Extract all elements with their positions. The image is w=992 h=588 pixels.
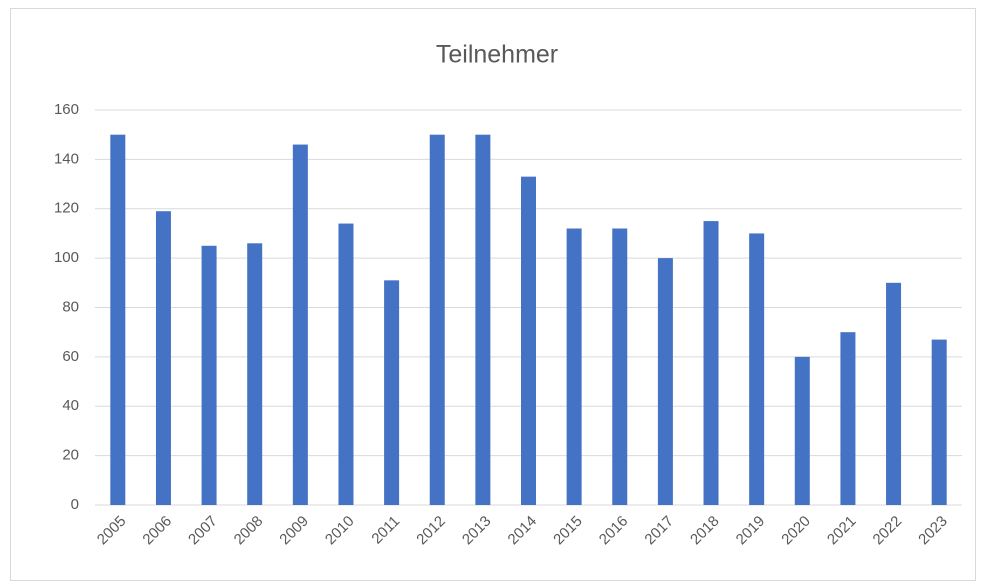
y-tick-label: 20 [62,447,79,464]
bar [566,228,582,505]
bar [110,134,126,505]
y-tick-label: 160 [54,101,79,118]
y-tick-label: 100 [54,249,79,266]
bar [612,228,628,505]
y-tick-label: 120 [54,200,79,217]
bar [429,134,445,505]
y-tick-label: 0 [71,496,79,513]
bar [521,176,536,505]
chart-border [10,8,976,581]
y-tick-label: 60 [62,348,79,365]
bar [931,339,947,505]
bar [840,332,856,505]
bar [155,211,171,505]
bar [794,356,810,505]
bar [338,223,354,505]
bar [201,245,217,505]
chart-title: Teilnehmer [436,41,558,69]
y-tick-label: 140 [54,150,79,167]
bar [657,258,673,505]
bar [749,233,765,505]
y-tick-label: 80 [62,298,79,315]
bar [475,134,491,505]
bar [292,144,308,505]
bar [247,243,263,505]
bar [384,280,400,505]
y-tick-label: 40 [62,397,79,414]
bar [703,221,719,505]
bar [886,282,902,505]
